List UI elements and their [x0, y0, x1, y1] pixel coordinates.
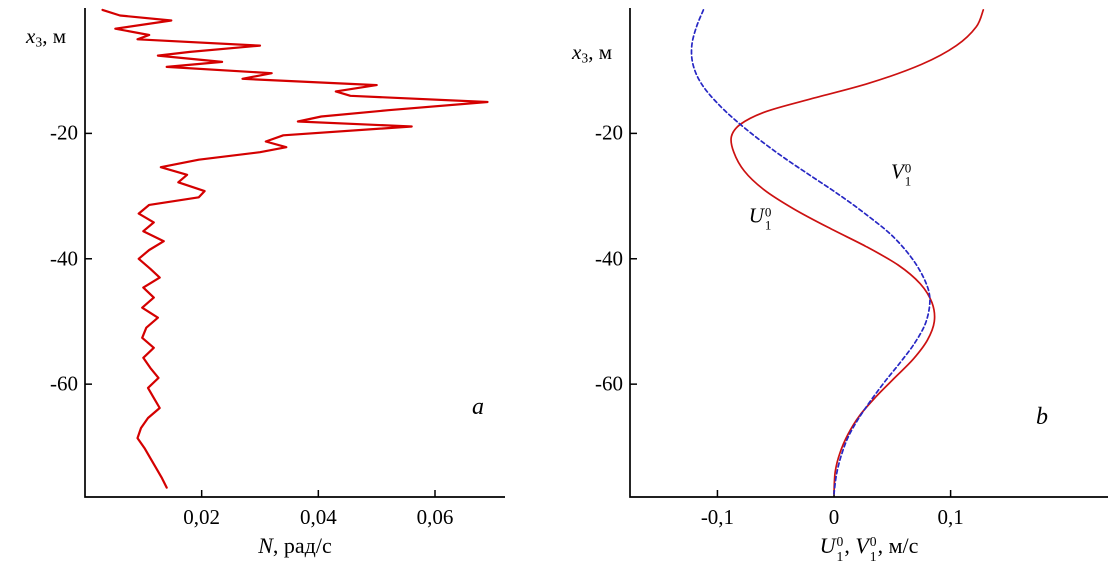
axes-b	[629, 8, 1108, 498]
series-V1-velocity	[690, 9, 931, 495]
axes-a	[84, 8, 505, 498]
panel-a	[84, 8, 505, 498]
panel-b	[629, 8, 1108, 498]
series-buoyancy-frequency-profile	[101, 8, 489, 489]
series-U1-velocity	[730, 9, 985, 495]
